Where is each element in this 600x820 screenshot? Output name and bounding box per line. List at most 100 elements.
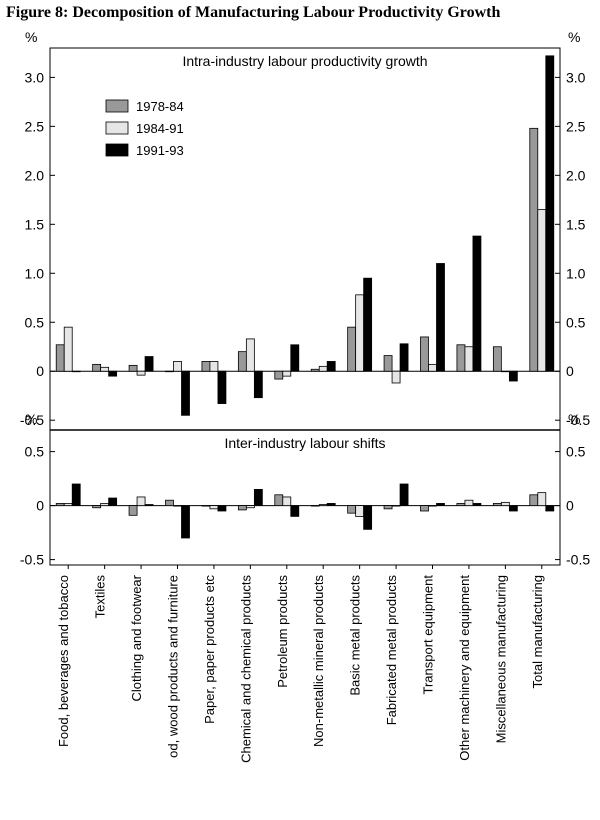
bar-bot	[546, 506, 554, 511]
bar-top	[64, 327, 72, 371]
bar-bot	[348, 506, 356, 514]
ytick-top-r: 0.5	[566, 314, 586, 330]
bar-top	[182, 371, 190, 415]
bar-bot	[129, 506, 137, 516]
category-label: Paper, paper products etc	[202, 575, 217, 724]
legend-label: 1978-84	[136, 99, 184, 114]
ytick-bot: 0.5	[25, 444, 45, 460]
bar-top	[327, 361, 335, 371]
bar-bot	[392, 506, 400, 507]
bar-bot	[356, 506, 364, 517]
ytick-top-r: 3.0	[566, 69, 586, 85]
bar-top	[166, 371, 174, 372]
category-label: Chemical and chemical products	[238, 575, 253, 763]
bar-bot	[283, 497, 291, 506]
legend-swatch	[106, 144, 128, 156]
bar-top	[254, 371, 262, 397]
bar-top	[283, 371, 291, 376]
bar-bot	[364, 506, 372, 530]
bar-bot	[429, 506, 437, 507]
ytick-top: 2.5	[25, 118, 45, 134]
ytick-top: 0	[36, 363, 44, 379]
y-label-bot-left: %	[25, 411, 37, 427]
bar-top	[473, 236, 481, 371]
bar-bot	[319, 505, 327, 506]
bar-top	[364, 278, 372, 371]
ytick-bot-r: 0	[566, 498, 574, 514]
bar-bot	[246, 506, 254, 508]
bar-top	[400, 344, 408, 371]
bar-top	[493, 347, 501, 371]
figure-container: Figure 8: Decomposition of Manufacturing…	[0, 0, 600, 815]
ytick-top-r: 2.5	[566, 118, 586, 134]
bar-top	[457, 345, 465, 371]
ytick-top: 1.5	[25, 216, 45, 232]
bar-top	[174, 361, 182, 371]
bar-bot	[93, 506, 101, 508]
y-label-top-right: %	[568, 29, 580, 45]
bar-bot	[509, 506, 517, 511]
legend-label: 1991-93	[136, 143, 184, 158]
ytick-top: 1.0	[25, 265, 45, 281]
bar-bot	[202, 506, 210, 507]
category-label: Petroleum products	[275, 575, 290, 688]
category-label: Basic metal products	[348, 575, 363, 696]
bar-top	[101, 367, 109, 371]
bar-bot	[254, 489, 262, 505]
bar-bot	[327, 503, 335, 505]
bar-bot	[384, 506, 392, 509]
category-label: Non-metallic mineral products	[311, 575, 326, 747]
category-label: Clothing and footwear	[129, 574, 144, 701]
bar-bot	[210, 506, 218, 509]
bar-bot	[493, 503, 501, 505]
bar-bot	[437, 503, 445, 505]
category-label: Miscellaneous manufacturing	[493, 575, 508, 743]
bar-top	[238, 352, 246, 372]
category-label: Textiles	[93, 575, 108, 619]
bar-top	[210, 361, 218, 371]
bar-top	[246, 339, 254, 371]
chart-svg: %%-0.5-0.5000.50.51.01.01.51.52.02.02.52…	[0, 0, 600, 815]
figure-title: Figure 8: Decomposition of Manufacturing…	[0, 4, 600, 22]
ytick-bot-r: 0.5	[566, 444, 586, 460]
bar-top	[429, 364, 437, 371]
bar-bot	[311, 506, 319, 507]
bar-top	[392, 371, 400, 383]
y-label-bot-right: %	[568, 411, 580, 427]
bar-bot	[501, 502, 509, 505]
bar-top	[109, 371, 117, 376]
bar-bot	[473, 503, 481, 505]
bar-top	[56, 345, 64, 371]
bar-bot	[174, 506, 182, 507]
ytick-bot-r: -0.5	[566, 552, 590, 568]
panel-title-bot: Inter-industry labour shifts	[224, 435, 385, 451]
ytick-top-r: 0	[566, 363, 574, 379]
bar-top	[356, 295, 364, 371]
ytick-bot: -0.5	[20, 552, 44, 568]
bar-bot	[64, 503, 72, 505]
bar-bot	[182, 506, 190, 538]
category-label: Other machinery and equipment	[457, 575, 472, 761]
bar-bot	[400, 484, 408, 506]
bar-top	[538, 210, 546, 372]
ytick-bot: 0	[36, 498, 44, 514]
ytick-top-r: 1.0	[566, 265, 586, 281]
bar-top	[501, 371, 509, 372]
ytick-top: 2.0	[25, 167, 45, 183]
bar-bot	[530, 495, 538, 506]
bar-bot	[275, 495, 283, 506]
bar-bot	[137, 497, 145, 506]
bar-bot	[218, 506, 226, 511]
legend-swatch	[106, 122, 128, 134]
bar-top	[129, 365, 137, 371]
bar-top	[384, 356, 392, 372]
bar-top	[509, 371, 517, 381]
category-label: Total manufacturing	[530, 575, 545, 688]
bar-top	[275, 371, 283, 379]
panel-title-top: Intra-industry labour productivity growt…	[182, 53, 427, 69]
bar-top	[202, 361, 210, 371]
bar-top	[530, 128, 538, 371]
bar-top	[421, 337, 429, 371]
ytick-top: 0.5	[25, 314, 45, 330]
bar-bot	[101, 503, 109, 505]
